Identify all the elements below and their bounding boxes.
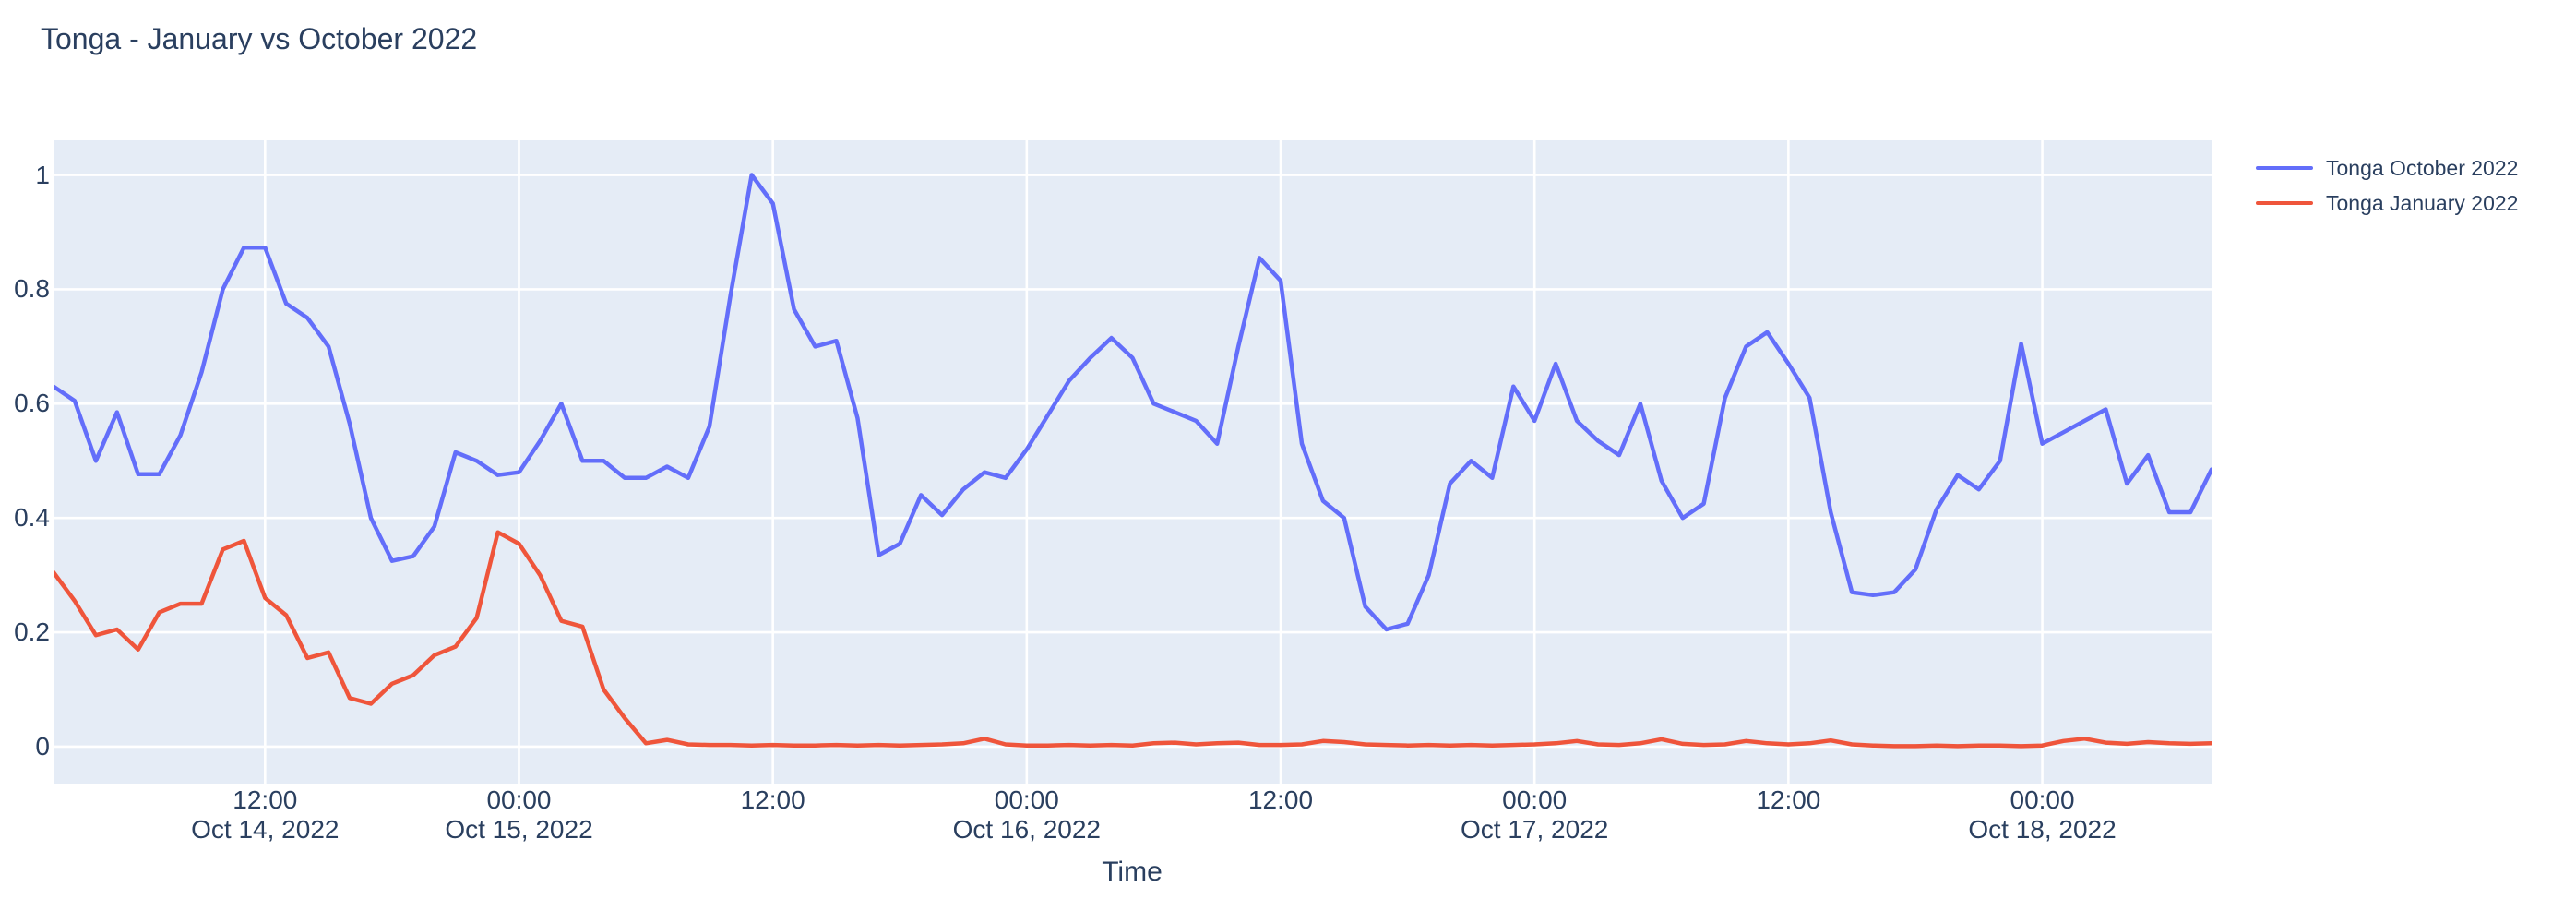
x-tick-label: 12:00 bbox=[740, 785, 805, 814]
series-line-tonga-october-2022[interactable] bbox=[54, 173, 2212, 632]
legend-label: Tonga October 2022 bbox=[2326, 155, 2519, 180]
legend-item-tonga-january-2022[interactable]: Tonga January 2022 bbox=[2256, 186, 2518, 221]
x-tick-label: 12:00 Oct 14, 2022 bbox=[191, 785, 340, 844]
legend: Tonga October 2022 Tonga January 2022 bbox=[2256, 150, 2518, 221]
x-tick-label: 00:00 Oct 18, 2022 bbox=[1968, 785, 2117, 844]
plot-area[interactable] bbox=[54, 140, 2212, 784]
y-tick-label: 0.2 bbox=[14, 617, 50, 647]
legend-line-swatch bbox=[2256, 165, 2313, 171]
y-tick-label: 0.4 bbox=[14, 503, 50, 533]
x-tick-label: 12:00 bbox=[1756, 785, 1821, 814]
plot-canvas bbox=[54, 140, 2212, 784]
x-tick-label: 00:00 Oct 17, 2022 bbox=[1461, 785, 1609, 844]
y-tick-label: 0.8 bbox=[14, 274, 50, 304]
legend-item-tonga-october-2022[interactable]: Tonga October 2022 bbox=[2256, 150, 2518, 186]
x-tick-label: 00:00 Oct 15, 2022 bbox=[445, 785, 593, 844]
legend-line-swatch bbox=[2256, 200, 2313, 206]
y-tick-label: 0.6 bbox=[14, 389, 50, 418]
legend-label: Tonga January 2022 bbox=[2326, 190, 2519, 215]
y-tick-label: 0 bbox=[35, 731, 50, 761]
x-axis-title: Time bbox=[1102, 857, 1163, 887]
series-line-tonga-january-2022[interactable] bbox=[54, 530, 2212, 749]
y-tick-label: 1 bbox=[35, 160, 50, 189]
x-tick-label: 12:00 bbox=[1247, 785, 1314, 814]
x-tick-label: 00:00 Oct 16, 2022 bbox=[952, 785, 1101, 844]
chart-title: Tonga - January vs October 2022 bbox=[41, 22, 478, 55]
